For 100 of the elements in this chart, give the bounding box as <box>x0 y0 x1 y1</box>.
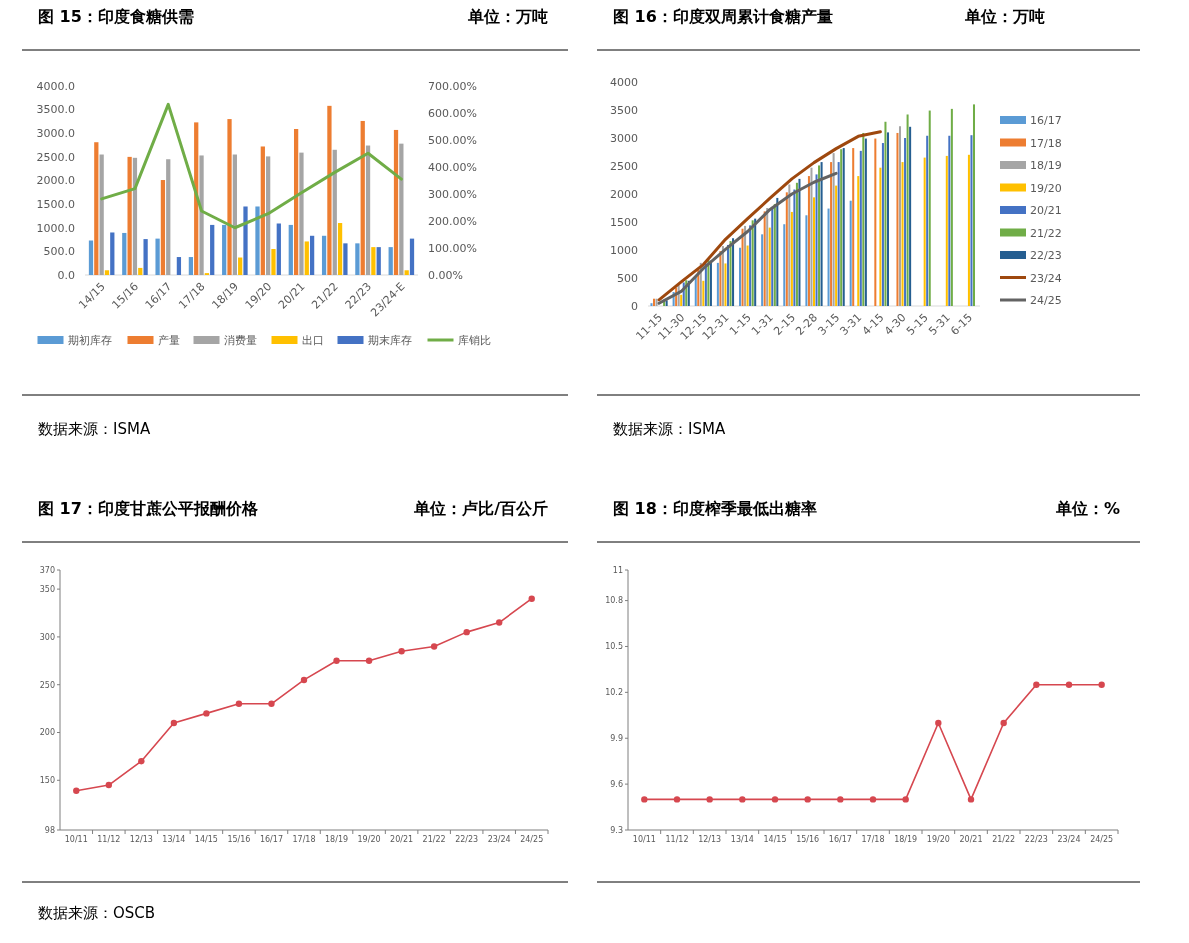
y-tick-label: 3500 <box>610 103 638 117</box>
y-tick-label: 9.6 <box>610 779 623 789</box>
legend-label: 21/22 <box>1030 226 1062 240</box>
x-tick-label: 13/14 <box>730 835 754 844</box>
x-tick-label: 18/19 <box>325 835 349 844</box>
point <box>365 657 373 665</box>
y2-tick-label: 600.00% <box>428 106 477 120</box>
y-tick-label: 500 <box>617 271 638 285</box>
legend-label: 17/18 <box>1030 136 1062 150</box>
y-tick-label: 10.8 <box>605 596 623 606</box>
line-series <box>100 102 403 230</box>
point <box>203 710 210 717</box>
y-tick-label: 300 <box>39 632 55 642</box>
x-tick-label: 19/20 <box>926 835 950 844</box>
legend-label: 库销比 <box>457 334 491 347</box>
y-tick-label: 2000 <box>610 187 638 201</box>
text: 单位：万吨 <box>467 7 548 26</box>
x-tick-label: 11/12 <box>97 835 121 844</box>
point <box>235 700 243 708</box>
y-tick-label: 3000 <box>610 131 638 145</box>
source-note: 数据来源：OSCB <box>38 904 156 922</box>
point <box>967 796 975 803</box>
x-tick-label: 22/23 <box>455 835 479 844</box>
point <box>138 757 145 765</box>
y-tick-label: 4000 <box>610 75 638 89</box>
chart-title: 图 15：印度食糖供需 <box>38 7 194 26</box>
legend-label: 期初库存 <box>67 334 112 347</box>
y-tick-label: 250 <box>39 680 55 690</box>
y-tick-label: 2000.0 <box>36 174 75 188</box>
x-tick-label: 22/23 <box>1024 835 1048 844</box>
point <box>902 796 909 803</box>
x-tick-label: 16/17 <box>828 835 852 844</box>
legend-label: 出口 <box>301 334 324 347</box>
y2-tick-label: 400.00% <box>428 160 477 174</box>
legend-label: 18/19 <box>1030 159 1062 172</box>
x-tick-label: 19/20 <box>357 835 381 844</box>
x-tick-label: 23/24 <box>487 835 511 844</box>
y-tick-label: 98 <box>44 825 55 835</box>
chart-title: 图 16：印度双周累计食糖产量 <box>613 7 833 26</box>
legend-label: 20/21 <box>1030 204 1062 217</box>
x-tick-label: 23/24 <box>1057 835 1081 844</box>
x-tick-label: 21/22 <box>992 835 1016 844</box>
y-tick-label: 2500.0 <box>36 150 75 164</box>
legend-label: 消费量 <box>223 334 257 347</box>
y2-tick-label: 300.00% <box>428 187 477 201</box>
y-tick-label: 1000 <box>610 243 638 257</box>
y-tick-label: 0 <box>631 299 638 313</box>
chart-title: 图 18：印度榨季最低出糖率 <box>613 499 817 518</box>
x-tick-label: 12/13 <box>698 835 722 844</box>
source-note: 数据来源：ISMA <box>613 420 726 438</box>
point <box>804 796 811 803</box>
point <box>430 643 438 650</box>
y-tick-label: 11 <box>612 565 623 575</box>
chart-subtitle: 单位：% <box>1054 499 1120 518</box>
y-tick-label: 2500 <box>610 159 638 173</box>
y-tick-label: 1500 <box>610 215 638 229</box>
chart-subtitle: 单位：卢比/百公斤 <box>413 499 548 518</box>
point <box>771 796 779 803</box>
x-tick-label: 16/17 <box>259 835 283 844</box>
x-tick-label: 24/25 <box>520 835 544 844</box>
point <box>1000 719 1007 727</box>
legend-label: 产量 <box>157 334 180 347</box>
y2-tick-label: 700.00% <box>428 79 477 93</box>
line-series <box>657 171 838 305</box>
point <box>300 676 308 684</box>
point <box>1065 681 1073 688</box>
y-tick-label: 200 <box>39 728 55 738</box>
y-tick-label: 9.3 <box>610 825 623 835</box>
point <box>739 796 746 803</box>
point <box>869 796 877 803</box>
x-tick-label: 20/21 <box>390 835 414 844</box>
y-tick-label: 3500.0 <box>36 103 75 117</box>
y2-tick-label: 500.00% <box>428 133 477 147</box>
y-tick-label: 10.2 <box>605 688 623 698</box>
x-tick-label: 18/19 <box>894 835 918 844</box>
point <box>496 619 503 626</box>
y-tick-label: 10.5 <box>605 642 623 652</box>
x-tick-label: 17/18 <box>292 835 316 844</box>
point <box>641 796 648 803</box>
point <box>1098 681 1105 688</box>
y2-tick-label: 100.00% <box>428 241 477 255</box>
y-tick-label: 1000.0 <box>36 221 75 235</box>
y-tick-label: 9.9 <box>610 734 623 744</box>
point <box>398 648 405 655</box>
chart-subtitle: 单位：万吨 <box>964 7 1045 26</box>
x-tick-label: 15/16 <box>796 835 820 844</box>
point <box>268 700 275 708</box>
point <box>837 796 844 803</box>
y-tick-label: 150 <box>39 776 55 786</box>
y2-tick-label: 0.00% <box>428 268 463 282</box>
y-tick-label: 0.0 <box>57 268 75 282</box>
x-tick-label: 20/21 <box>959 835 983 844</box>
point <box>463 628 470 636</box>
x-tick-label: 17/18 <box>861 835 885 844</box>
point <box>333 657 340 665</box>
legend-label: 期末库存 <box>367 334 412 347</box>
y-tick-label: 1500.0 <box>36 197 75 211</box>
y-tick-label: 500.0 <box>43 245 75 259</box>
point <box>935 719 942 727</box>
x-tick-label: 14/15 <box>763 835 787 844</box>
